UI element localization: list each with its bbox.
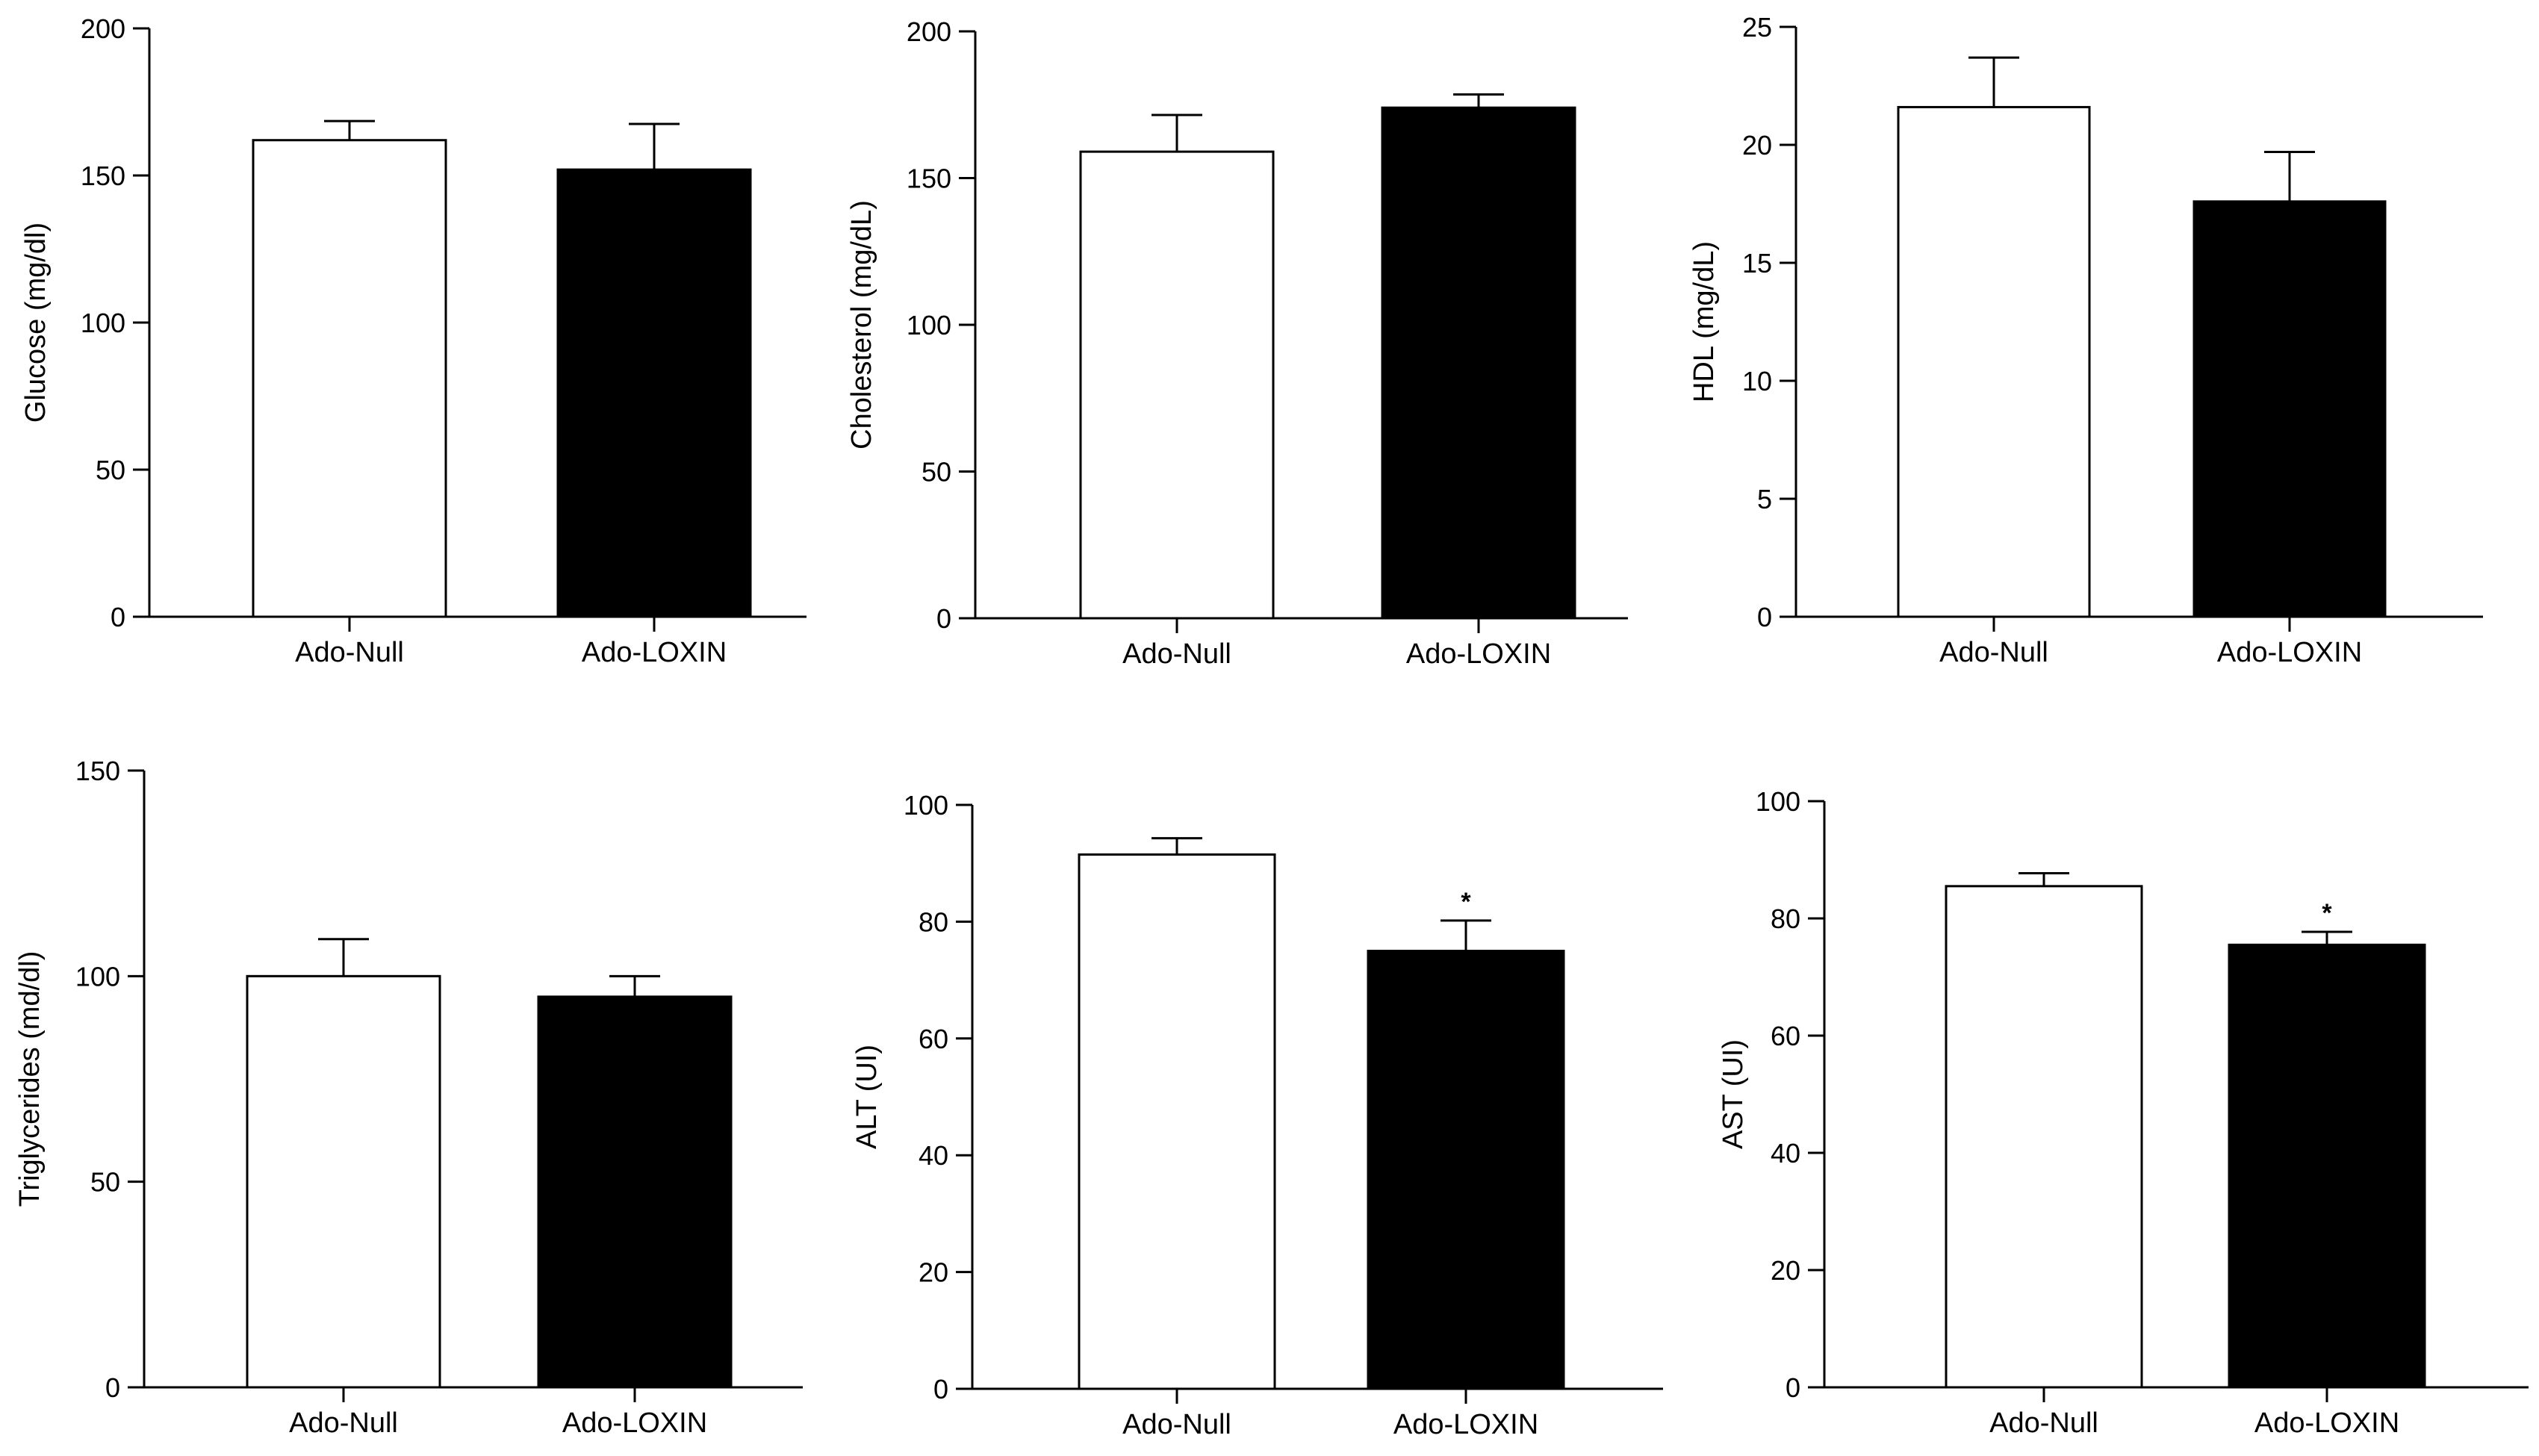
y-tick-label: 5 [1757,484,1772,514]
y-tick-label: 60 [919,1024,948,1054]
y-tick-label: 15 [1742,248,1772,279]
x-tick-label: Ado-LOXIN [1406,638,1551,670]
bar-ado-loxin [537,995,733,1389]
y-tick-label: 100 [907,310,951,340]
y-tick-label: 100 [75,961,120,992]
bar-ado-loxin [1367,950,1565,1390]
y-tick-label: 80 [919,906,948,937]
y-tick-label: 10 [1742,366,1772,396]
y-tick-label: 50 [96,455,125,485]
x-tick-label: Ado-LOXIN [2217,637,2362,668]
y-tick-label: 150 [907,163,951,193]
y-tick-label: 80 [1771,903,1800,934]
y-tick-label: 20 [1771,1255,1800,1286]
x-tick-label: Ado-Null [295,637,404,668]
bar-ado-null [1079,150,1275,620]
bar-ado-null [1078,853,1276,1390]
bar-ado-null [246,974,441,1389]
x-tick-label: Ado-LOXIN [582,637,727,668]
y-tick-label: 50 [922,456,951,487]
y-axis-label: Glucose (mg/dl) [20,223,52,423]
y-tick-label: 100 [81,308,125,338]
x-tick-label: Ado-Null [289,1407,398,1439]
y-tick-label: 40 [919,1140,948,1171]
x-tick-label: Ado-Null [1122,1409,1231,1440]
y-tick-label: 200 [907,16,951,47]
significance-marker: * [1461,888,1471,916]
y-tick-label: 20 [1742,130,1772,161]
y-tick-label: 50 [90,1167,120,1198]
x-tick-label: Ado-Null [1939,637,2048,668]
y-tick-label: 25 [1742,12,1772,43]
bar-ado-null [1897,105,2091,618]
y-axis-label: AST (UI) [1718,1039,1749,1149]
chart-panel-3: 0 5 10 15 20 25 HDL (mg/dL) Ado-Null Ado-LOXIN [1688,12,2483,668]
bar-ado-loxin [556,168,752,618]
x-tick-label: Ado-LOXIN [2254,1407,2399,1439]
x-tick-label: Ado-Null [1989,1407,2098,1439]
x-tick-label: Ado-LOXIN [1393,1409,1538,1440]
y-tick-label: 60 [1771,1021,1800,1051]
y-tick-label: 0 [105,1372,120,1403]
bar-ado-null [1945,885,2143,1389]
y-axis-label: HDL (mg/dL) [1688,241,1720,402]
bar-ado-loxin [2228,943,2426,1389]
y-tick-label: 100 [1756,786,1800,817]
y-tick-label: 0 [1757,602,1772,632]
y-axis-label: Triglycerides (md/dl) [14,951,46,1207]
y-tick-label: 150 [81,161,125,191]
y-tick-label: 0 [933,1374,948,1404]
y-tick-label: 40 [1771,1138,1800,1169]
chart-panel-1: 0 50 100 150 200 Glucose (mg/dl) Ado-Null Ado-L… [20,13,807,668]
y-axis-label: Cholesterol (mg/dL) [846,200,877,449]
x-tick-label: Ado-Null [1122,638,1231,670]
bar-ado-loxin [2193,200,2387,618]
y-tick-label: 200 [81,13,125,44]
y-tick-label: 0 [936,603,951,634]
y-tick-label: 0 [1786,1372,1800,1403]
chart-panel-6: 0 20 40 60 80 100 AST (UI) Ado-Null * Ado-LOXIN [1718,786,2529,1439]
y-axis-label: ALT (UI) [851,1045,883,1149]
y-tick-label: 150 [75,756,120,786]
bar-ado-null [252,139,447,618]
x-tick-label: Ado-LOXIN [562,1407,707,1439]
y-tick-label: 100 [904,790,948,821]
significance-marker: * [2322,899,2332,927]
y-tick-label: 20 [919,1257,948,1288]
chart-panel-4: 0 50 100 150 Triglycerides (md/dl) Ado-Null Ad… [14,756,803,1439]
chart-panel-2: 0 50 100 150 200 Cholesterol (mg/dL) Ado-Null A… [846,16,1628,670]
y-tick-label: 0 [111,602,125,632]
chart-panel-5: 0 20 40 60 80 100 ALT (UI) Ado-Null * Ado-LOXIN [851,790,1663,1440]
bar-ado-loxin [1381,106,1576,620]
